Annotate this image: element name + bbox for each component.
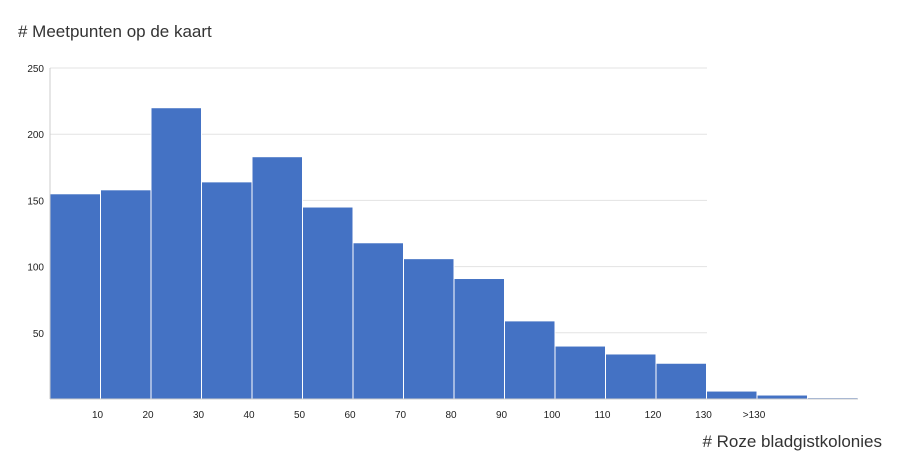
bar <box>403 258 455 400</box>
x-tick-labels: 10 20 30 40 50 60 70 80 90 100 110 120 130 >130 <box>92 410 766 421</box>
x-tick-label: 20 <box>142 410 154 421</box>
bar <box>655 362 707 400</box>
x-tick-label: 90 <box>496 410 508 421</box>
bars <box>49 107 859 400</box>
y-tick-label: 50 <box>33 329 45 340</box>
y-tick-label: 100 <box>27 263 44 274</box>
x-tick-label: >130 <box>743 410 766 421</box>
x-tick-label: 10 <box>92 410 104 421</box>
bar <box>554 345 606 400</box>
bar <box>49 193 101 400</box>
bar <box>201 181 253 400</box>
y-axis-title: # Meetpunten op de kaart <box>18 22 212 41</box>
x-tick-label: 60 <box>344 410 356 421</box>
bar <box>100 189 152 400</box>
y-tick-labels: 50 100 150 200 250 <box>27 64 44 340</box>
x-tick-label: 80 <box>445 410 457 421</box>
x-tick-label: 120 <box>645 410 662 421</box>
axes <box>49 68 858 400</box>
bar <box>706 390 758 400</box>
x-tick-label: 130 <box>695 410 712 421</box>
x-tick-label: 50 <box>294 410 306 421</box>
bar <box>453 278 505 400</box>
y-tick-label: 200 <box>27 130 44 141</box>
x-tick-label: 40 <box>243 410 255 421</box>
y-tick-label: 150 <box>27 196 44 207</box>
bar <box>504 320 556 400</box>
x-axis-title: # Roze bladgistkolonies <box>702 432 882 451</box>
x-tick-label: 70 <box>395 410 407 421</box>
bar <box>251 156 303 400</box>
bar <box>605 353 657 400</box>
x-tick-label: 110 <box>595 410 611 421</box>
x-tick-label: 30 <box>193 410 205 421</box>
bar <box>150 107 202 400</box>
bar <box>352 242 404 400</box>
x-tick-label: 100 <box>544 410 561 421</box>
bar <box>302 206 354 400</box>
y-tick-label: 250 <box>27 64 44 75</box>
bar <box>756 394 808 400</box>
